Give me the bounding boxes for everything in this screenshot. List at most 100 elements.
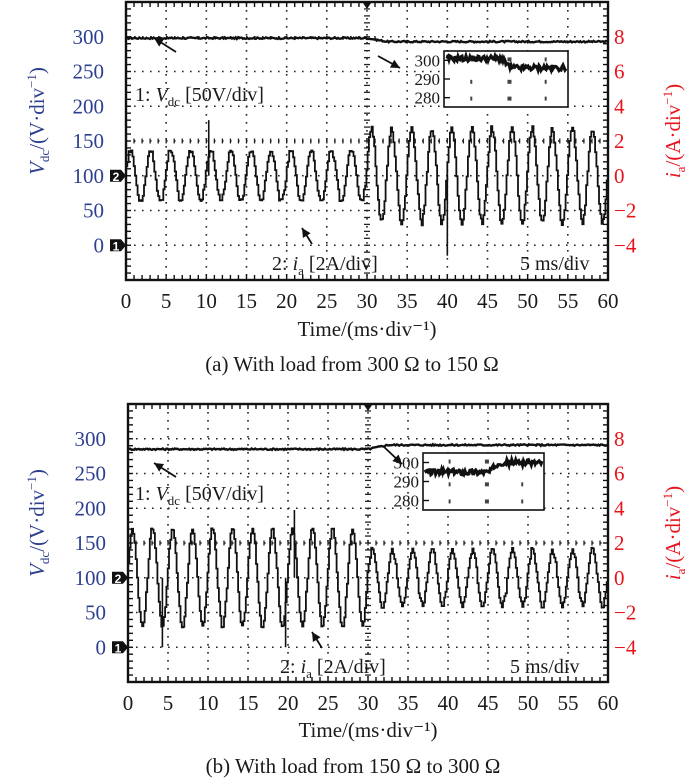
y-right-tick-label: 0 — [614, 164, 625, 188]
y-right-axis-title: ia/(A·div−1) — [660, 84, 688, 178]
x-tick-label: 60 — [598, 289, 619, 313]
x-tick-label: 25 — [318, 691, 339, 715]
x-tick-label: 15 — [236, 289, 257, 313]
y-right-tick-label: 8 — [614, 25, 625, 49]
inset-grid-dot — [484, 499, 489, 504]
channel-2-marker-icon: 2 — [112, 571, 128, 586]
figure-caption: (b) With load from 150 Ω to 300 Ω — [206, 754, 501, 778]
inset-grid-dot — [544, 79, 547, 84]
inset-grid-dot — [448, 499, 451, 504]
y-right-tick-label: 6 — [614, 462, 625, 486]
inset-vdc-trace — [445, 50, 568, 76]
channel-marker-label: 1 — [115, 641, 122, 655]
y-left-tick-label: 250 — [73, 60, 105, 84]
inset-arrow-head — [389, 59, 400, 68]
vdc-trace — [127, 442, 609, 452]
y-left-tick-label: 150 — [75, 531, 107, 555]
inset-tick-label: 280 — [415, 89, 441, 108]
y-right-tick-label: 2 — [614, 129, 625, 153]
channel-2-marker-icon: 2 — [110, 169, 126, 184]
y-left-tick-label: 200 — [75, 496, 107, 520]
y-right-tick-label: 2 — [614, 531, 625, 555]
x-axis-title: Time/(ms·div⁻¹) — [297, 317, 436, 341]
inset-tick-label: 290 — [394, 473, 420, 492]
figure-caption: (a) With load from 300 Ω to 150 Ω — [205, 352, 499, 376]
plot-frame — [124, 0, 610, 282]
inset-grid-dot — [470, 96, 473, 101]
y-left-tick-label: 0 — [96, 635, 107, 659]
ia-channel-label: 2: ia [2A/div] — [280, 656, 386, 681]
ia-trace — [128, 527, 609, 629]
x-tick-label: 35 — [397, 289, 418, 313]
y-left-tick-label: 300 — [75, 427, 107, 451]
x-tick-label: 30 — [357, 289, 378, 313]
grid — [125, 1, 609, 281]
ia-arrow-head — [312, 632, 321, 643]
x-tick-label: 25 — [316, 289, 337, 313]
x-tick-label: 5 — [161, 289, 172, 313]
channel-marker-label: 2 — [115, 572, 122, 586]
y-left-axis-title: Vdc/(V·div−1) — [24, 67, 52, 175]
y-right-tick-label: −2 — [614, 199, 636, 223]
channel-marker-shape — [112, 641, 128, 654]
y-left-axis-title: Vdc/(V·div−1) — [24, 469, 52, 577]
channel-marker-label: 1 — [113, 239, 120, 253]
inset-tick-label: 290 — [415, 70, 441, 89]
y-left-tick-label: 100 — [73, 164, 105, 188]
y-right-tick-label: 4 — [614, 94, 625, 118]
x-tick-label: 40 — [437, 289, 458, 313]
y-right-tick-label: 8 — [614, 427, 625, 451]
ia-arrow-head — [302, 228, 311, 239]
vdc-channel-label: 1: Vdc [50V/div] — [135, 483, 264, 508]
vdc-trace — [126, 35, 609, 44]
x-axis-title: Time/(ms·div⁻¹) — [298, 718, 437, 742]
inset-tick-label: 280 — [394, 492, 420, 511]
x-tick-label: 45 — [477, 289, 498, 313]
panel-a: 300 290 280 1: Vdc [50V/div] 2: ia [2A/div] 5… — [24, 0, 688, 376]
x-tick-label: 10 — [196, 289, 217, 313]
inset-grid-dot — [521, 499, 524, 504]
inset-arrow-head — [392, 454, 402, 464]
y-left-tick-label: 150 — [73, 129, 105, 153]
y-right-tick-label: −4 — [614, 233, 637, 257]
y-right-axis-title: ia/(A·div−1) — [660, 486, 688, 580]
trigger-marker-icon — [363, 3, 371, 9]
channel-marker-label: 2 — [113, 170, 120, 184]
inset-grid-dot — [507, 79, 512, 84]
y-left-tick-label: 100 — [75, 566, 107, 590]
x-tick-label: 35 — [398, 691, 419, 715]
x-tick-label: 50 — [517, 289, 538, 313]
channel-marker-shape — [112, 571, 128, 584]
vdc-arrow-head — [154, 38, 165, 47]
y-left-tick-label: 50 — [85, 601, 106, 625]
x-tick-label: 55 — [557, 289, 578, 313]
y-left-tick-label: 0 — [94, 233, 105, 257]
x-tick-label: 60 — [598, 691, 619, 715]
x-tick-label: 20 — [276, 289, 297, 313]
x-tick-label: 40 — [438, 691, 459, 715]
inset-grid-dot — [470, 79, 473, 84]
inset-grid-dot — [448, 482, 451, 487]
channel-1-marker-icon: 1 — [110, 239, 126, 253]
y-right-tick-label: 0 — [614, 566, 625, 590]
x-tick-label: 20 — [278, 691, 299, 715]
channel-1-marker-icon: 1 — [112, 641, 128, 655]
inset-grid-dot — [521, 482, 524, 487]
inset-vdc-trace — [423, 453, 544, 480]
y-left-tick-label: 300 — [73, 25, 105, 49]
channel-marker-shape — [110, 169, 126, 182]
inset-grid-dot — [507, 96, 512, 101]
ia-trace — [126, 125, 609, 227]
x-tick-label: 0 — [121, 289, 132, 313]
y-right-tick-label: −2 — [614, 601, 636, 625]
y-left-tick-label: 250 — [75, 462, 107, 486]
ia-channel-label: 2: ia [2A/div] — [272, 253, 378, 278]
inset-grid-dot — [507, 57, 512, 62]
inset-grid-dot — [448, 459, 451, 464]
x-tick-label: 30 — [358, 691, 379, 715]
x-tick-label: 10 — [198, 691, 219, 715]
x-tick-label: 55 — [558, 691, 579, 715]
x-tick-label: 15 — [238, 691, 259, 715]
